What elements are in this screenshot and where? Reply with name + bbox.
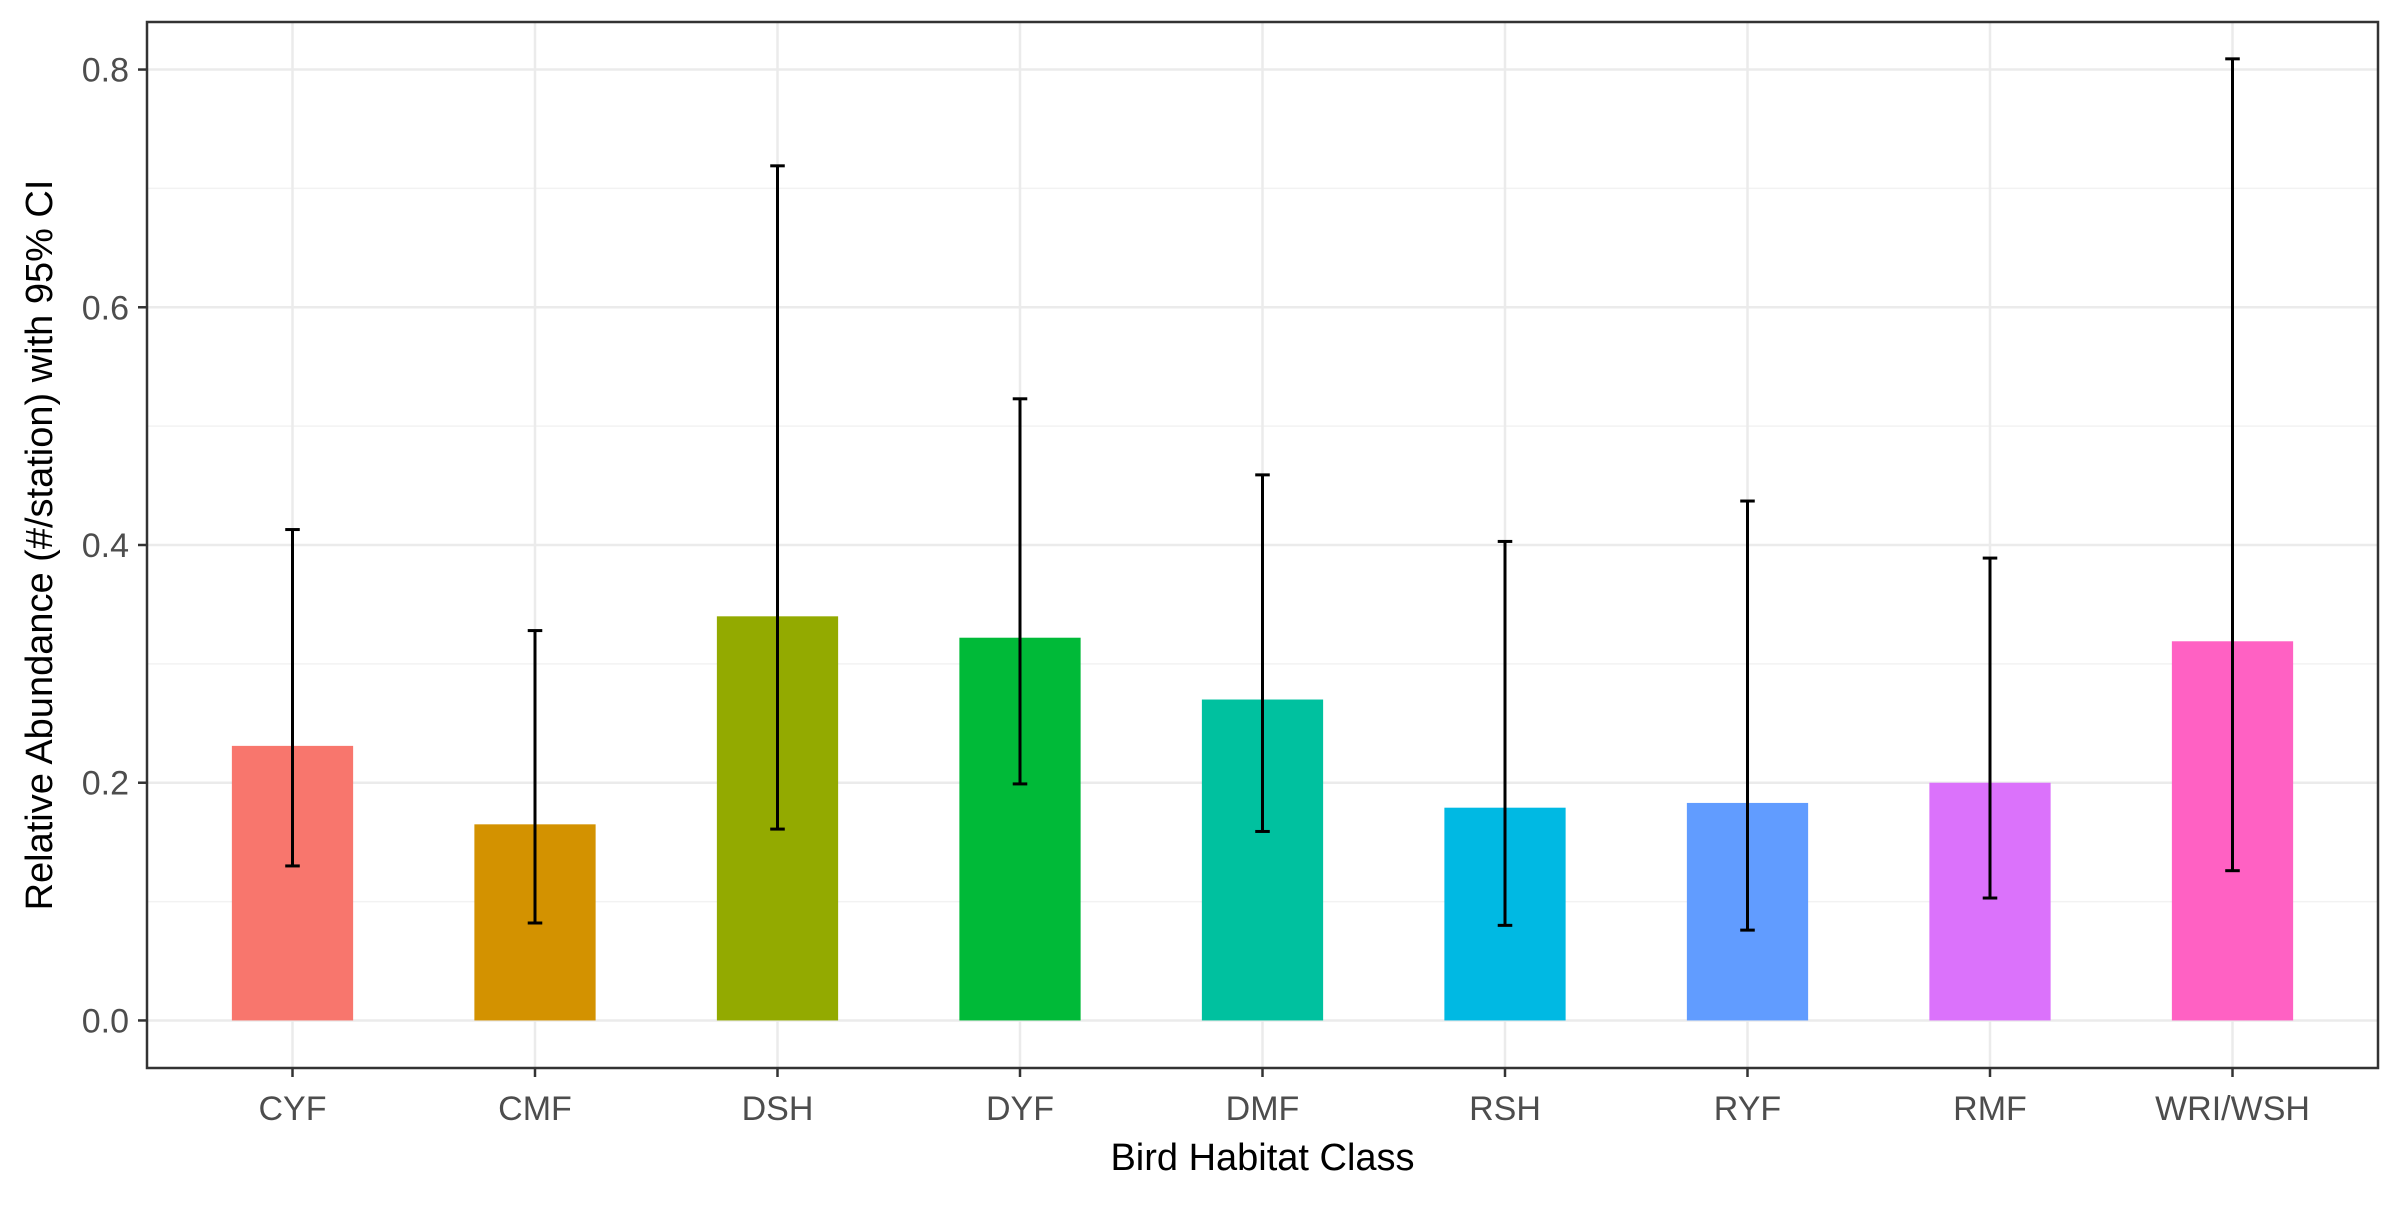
x-axis-title: Bird Habitat Class [1110,1137,1414,1179]
y-tick-label: 0.8 [82,52,129,90]
axis-layer: 0.0 0.2 0.4 0.6 0.8 CYF CMF DSH DYF DMF RSH RYF RMF W… [82,52,2310,1128]
x-tick-label: DSH [742,1090,814,1128]
x-tick-label: RSH [1469,1090,1541,1128]
y-tick-label: 0.4 [82,527,129,565]
x-tick-label: RYF [1714,1090,1781,1128]
bar-layer [231,616,2294,1021]
error-bar-layer [285,57,2240,932]
x-tick-label: WRI/WSH [2155,1090,2310,1128]
y-tick-label: 0.2 [82,765,129,803]
y-axis-title: Relative Abundance (#/station) with 95% … [19,180,61,911]
x-tick-label: CYF [259,1090,327,1128]
x-tick-label: DMF [1226,1090,1300,1128]
x-tick-label: RMF [1953,1090,2027,1128]
y-tick-label: 0.6 [82,289,129,327]
x-tick-label: CMF [498,1090,572,1128]
y-tick-label: 0.0 [82,1002,129,1040]
x-tick-label: DYF [986,1090,1054,1128]
